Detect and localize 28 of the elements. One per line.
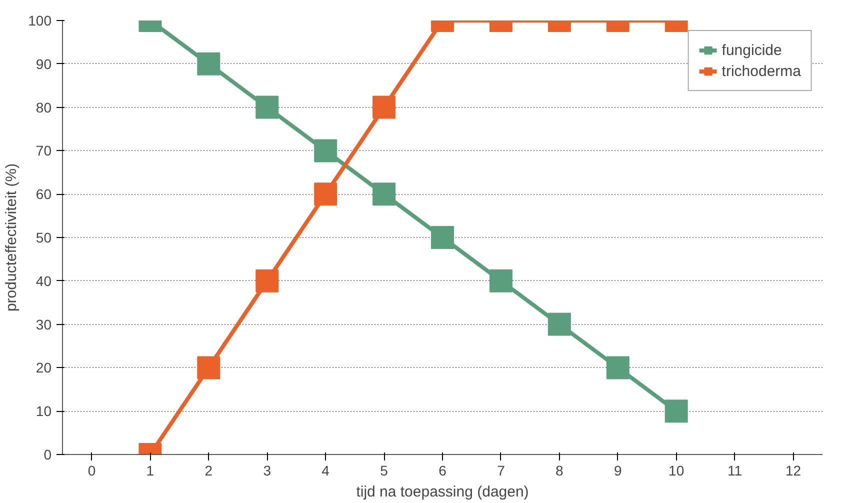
y-axis-title: producteffectiviteit (%) [3,163,20,312]
x-tick-label: 0 [88,462,96,478]
x-tick-label: 11 [728,462,742,478]
x-tick-label: 12 [785,462,802,478]
y-tick-label: 30 [36,316,52,332]
y-tick-label: 10 [36,403,52,420]
x-tick-label: 7 [497,462,506,478]
y-tick-label: 80 [36,99,52,116]
x-tick-label: 1 [146,462,154,478]
y-tick-label: 40 [36,272,52,289]
y-tick-label: 90 [36,56,52,72]
legend-label: trichoderma [722,62,801,80]
y-tick-label: 20 [36,360,52,376]
y-tick-label: 100 [28,12,52,28]
x-tick-label: 8 [556,462,564,478]
x-tick-label: 5 [380,462,388,478]
y-tick-label: 60 [36,186,52,202]
x-tick-label: 2 [204,462,213,478]
y-tick-label: 50 [36,230,52,246]
legend-label: fungicide [722,42,782,58]
x-tick-label: 9 [614,462,622,478]
y-tick-label: 70 [36,142,52,159]
x-tick-label: 3 [263,462,272,478]
y-tick-label: 0 [44,446,52,462]
x-axis-title: tijd na toepassing (dagen) [356,484,529,500]
x-tick-label: 10 [668,462,684,478]
x-tick-label: 4 [322,462,330,478]
x-tick-label: 6 [438,462,447,478]
